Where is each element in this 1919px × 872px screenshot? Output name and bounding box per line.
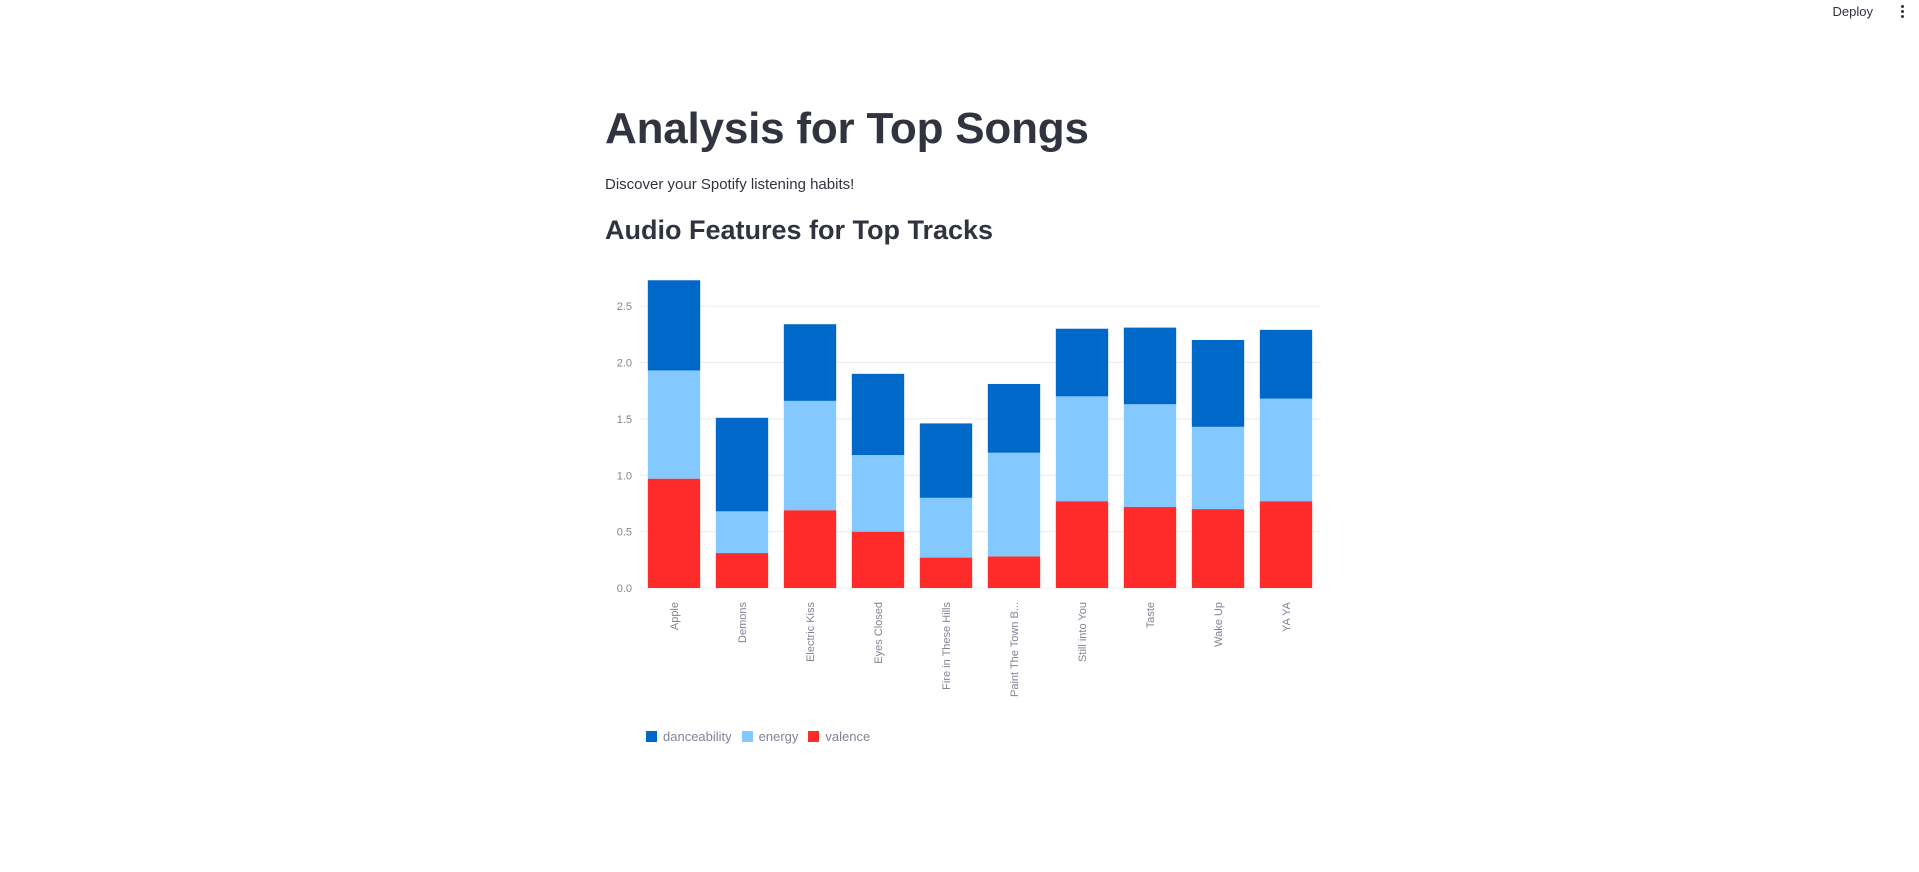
x-tick-label: Fire in These Hills [941, 602, 953, 690]
bar-energy [1055, 396, 1109, 502]
legend-item-danceability[interactable]: danceability [646, 729, 732, 744]
y-tick-label: 2.5 [617, 301, 632, 313]
legend-item-energy[interactable]: energy [741, 729, 799, 744]
x-tick-label: Eyes Closed [873, 602, 885, 664]
x-tick-label: YA YA [1281, 601, 1293, 632]
x-tick-label: Electric Kiss [805, 602, 817, 662]
bar-valence [783, 510, 837, 588]
deploy-button[interactable]: Deploy [1832, 3, 1873, 19]
y-tick-label: 0.0 [617, 583, 632, 595]
bar-danceability [987, 383, 1041, 453]
bar-danceability [1123, 327, 1177, 405]
bar-valence [987, 556, 1041, 588]
bar-valence [1055, 501, 1109, 588]
bar-valence [715, 553, 769, 588]
bar-valence [919, 557, 973, 588]
legend-label: energy [758, 729, 799, 744]
stacked-bar-chart[interactable]: 0.0 0.5 1.0 1.5 2.0 2.5 Apple Demons Electric Ki… [585, 270, 1345, 760]
bar-energy [1191, 426, 1245, 510]
legend-label: valence [825, 729, 871, 744]
y-tick-label: 0.5 [617, 527, 632, 539]
legend-swatch [646, 731, 657, 742]
y-tick-label: 1.0 [617, 470, 632, 482]
page-subtitle: Discover your Spotify listening habits! [605, 176, 855, 193]
x-tick-label: Wake Up [1213, 602, 1225, 647]
main-content: Analysis for Top Songs Discover your Spo… [605, 96, 1325, 246]
legend-swatch [741, 731, 753, 742]
bar-energy [1123, 404, 1177, 507]
bar-valence [1191, 509, 1245, 588]
bar-danceability [1191, 340, 1245, 427]
legend-item-valence[interactable]: valence [808, 729, 870, 744]
x-tick-label: Paint The Town B... [1009, 602, 1021, 697]
x-tick-label: Still into You [1077, 602, 1089, 662]
bar-valence [1123, 506, 1177, 588]
bar-danceability [647, 280, 701, 371]
bar-energy [851, 454, 905, 532]
chart-legend: danceability energy valence [646, 729, 870, 744]
vertical-ellipsis-icon[interactable] [1895, 2, 1909, 20]
bar-energy [783, 400, 837, 511]
chart-svg: 0.0 0.5 1.0 1.5 2.0 2.5 Apple Demons Electric Ki… [617, 280, 1320, 697]
bar-danceability [919, 423, 973, 498]
y-tick-label: 1.5 [617, 414, 632, 426]
bar-energy [715, 511, 769, 554]
bar-danceability [783, 324, 837, 401]
legend-label: danceability [663, 729, 732, 744]
bar-energy [919, 497, 973, 558]
bar-valence [851, 531, 905, 588]
x-tick-label: Demons [737, 602, 749, 643]
bar-danceability [1259, 329, 1313, 399]
bar-danceability [851, 373, 905, 455]
y-tick-label: 2.0 [617, 358, 632, 370]
legend-swatch [808, 731, 820, 742]
bar-danceability [1055, 328, 1109, 397]
section-title: Audio Features for Top Tracks [605, 215, 994, 245]
page-title: Analysis for Top Songs [605, 104, 1089, 153]
bar-valence [647, 478, 701, 588]
bar-valence [1259, 501, 1313, 588]
x-tick-label: Apple [669, 602, 681, 630]
bar-energy [987, 452, 1041, 557]
bar-danceability [715, 417, 769, 512]
bar-energy [1259, 398, 1313, 502]
app-toolbar: Deploy [1825, 0, 1919, 22]
bar-energy [647, 370, 701, 479]
x-tick-label: Taste [1145, 602, 1157, 628]
